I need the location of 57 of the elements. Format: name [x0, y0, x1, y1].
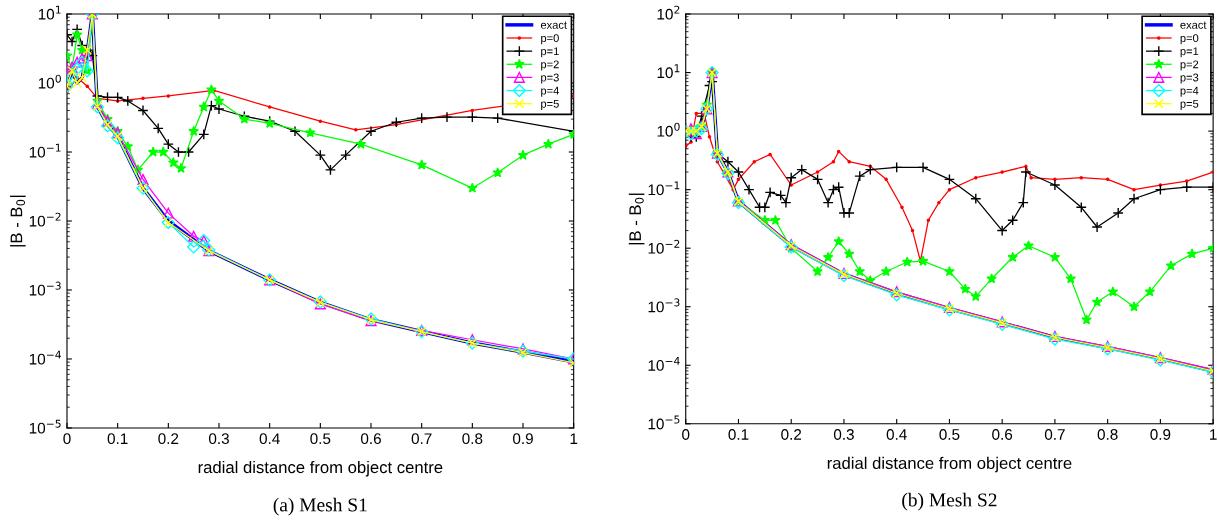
legend-label: p=0	[541, 34, 559, 45]
y-tick-label: 10$^{−2}$	[29, 212, 61, 227]
x-tick-label: 0.1	[728, 429, 749, 440]
y-tick-label: 10$^{−3}$	[29, 281, 61, 296]
x-tick-label: 0.1	[107, 433, 128, 445]
legend-label: p=4	[541, 86, 559, 97]
x-axis-title: radial distance from object centre	[827, 456, 1072, 473]
legend-label: p=0	[1180, 34, 1199, 45]
x-tick-label: 1	[570, 433, 578, 444]
x-tick-label: 1	[1210, 429, 1217, 440]
legend-label: p=1	[541, 47, 559, 58]
x-tick-label: 0.2	[158, 433, 179, 445]
x-tick-label: 0.3	[208, 433, 229, 445]
x-tick-label: 0.4	[259, 433, 280, 445]
y-tick-label: 10$^{−5}$	[648, 415, 680, 430]
x-tick-label: 0.5	[310, 433, 331, 445]
y-tick-label: 10$^{−1}$	[648, 181, 680, 196]
x-tick-label: 0.9	[512, 433, 533, 445]
legend-label: exact	[1180, 21, 1207, 29]
x-tick-label: 0.8	[1097, 429, 1118, 440]
y-tick-label: 10$^{−1}$	[29, 143, 61, 158]
legend-label: p=4	[1180, 86, 1199, 97]
legend-label: p=3	[541, 73, 559, 84]
legend-label: p=2	[1180, 60, 1199, 71]
y-tick-label: 10$^{0}$	[657, 122, 680, 137]
y-tick-label: 10$^{0}$	[38, 74, 61, 89]
text: (a) Mesh S1	[273, 497, 367, 516]
x-tick-label: 0	[682, 429, 690, 440]
y-tick-label: 10$^{1}$	[38, 5, 61, 20]
legend-label: p=3	[1180, 73, 1199, 84]
x-tick-label: 0.2	[781, 429, 802, 440]
y-tick-label: 10$^{−5}$	[29, 419, 61, 434]
y-axis-title: |B - B$_{0}$|	[628, 193, 645, 245]
x-tick-label: 0.5	[939, 429, 960, 440]
legend-label: p=5	[1180, 99, 1199, 110]
x-tick-label: 0.7	[411, 433, 432, 445]
legend-label: p=5	[541, 99, 559, 110]
x-axis-title: radial distance from object centre	[198, 460, 443, 477]
x-tick-label: 0.6	[360, 433, 381, 445]
y-tick-label: 10$^{−4}$	[648, 357, 680, 371]
x-tick-label: 0.9	[1150, 429, 1171, 440]
y-tick-label: 10$^{2}$	[657, 5, 680, 20]
legend-label: exact	[540, 21, 567, 29]
x-tick-label: 0	[63, 433, 71, 445]
x-tick-label: 0.3	[833, 429, 854, 440]
legend-label: p=2	[541, 60, 559, 71]
y-tick-label: 10$^{−2}$	[648, 239, 680, 254]
x-tick-label: 0.7	[1044, 429, 1065, 440]
y-tick-label: 10$^{1}$	[657, 64, 680, 79]
y-axis-title: |B - B$_{0}$|	[10, 195, 26, 247]
y-tick-label: 10$^{−3}$	[648, 298, 680, 313]
text: (b) Mesh S2	[902, 492, 997, 511]
x-tick-label: 0.4	[886, 429, 907, 440]
x-tick-label: 0.8	[462, 433, 483, 445]
y-tick-label: 10$^{−4}$	[29, 350, 61, 365]
legend-label: p=1	[1180, 47, 1199, 58]
x-tick-label: 0.6	[992, 429, 1013, 440]
